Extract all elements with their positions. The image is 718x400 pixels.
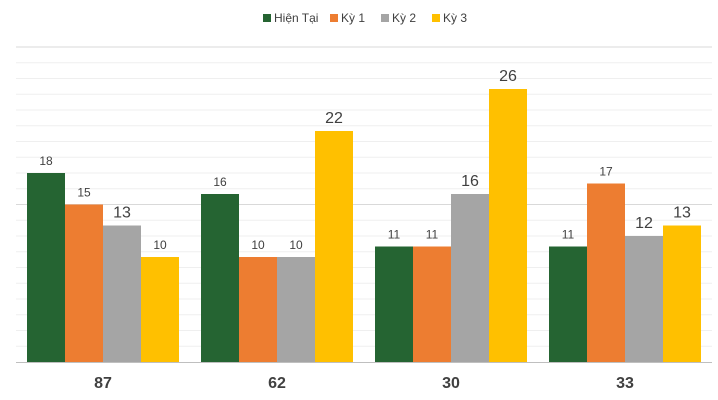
data-labels: 18 15 13 10 16 10 10 22 11 11 16 26 11 17 12 13 (39, 68, 691, 252)
data-label: 10 (153, 238, 167, 252)
bar-30-series-1[interactable] (413, 246, 451, 363)
legend-item[interactable]: Kỳ 1 (330, 11, 365, 25)
bar-87-series-1[interactable] (65, 204, 103, 363)
bar-groups (27, 89, 701, 362)
bar-30-series-2[interactable] (451, 194, 489, 362)
bar-87-series-0[interactable] (27, 173, 65, 362)
bar-33-series-3[interactable] (663, 225, 701, 363)
legend-label: Kỳ 3 (443, 11, 467, 25)
bar-33-series-1[interactable] (587, 183, 625, 363)
data-label: 10 (251, 238, 265, 252)
legend-item[interactable]: Hiện Tại (263, 11, 318, 25)
legend-swatch (263, 14, 271, 22)
data-label: 26 (499, 68, 517, 85)
bar-62-series-3[interactable] (315, 131, 353, 362)
legend-swatch (330, 14, 338, 22)
legend-label: Kỳ 2 (392, 11, 416, 25)
bar-33-series-0[interactable] (549, 246, 587, 363)
data-label: 11 (426, 228, 439, 242)
data-label: 10 (289, 238, 303, 252)
data-label: 16 (461, 173, 479, 190)
bar-62-series-1[interactable] (239, 257, 277, 362)
bar-62-series-2[interactable] (277, 257, 315, 362)
legend-label: Hiện Tại (274, 11, 318, 25)
legend-item[interactable]: Kỳ 3 (432, 11, 467, 25)
data-label: 18 (39, 154, 53, 168)
bar-87-series-3[interactable] (141, 257, 179, 362)
bar-30-series-3[interactable] (489, 89, 527, 362)
data-label: 13 (673, 205, 691, 222)
x-axis: 87 62 30 33 (16, 362, 712, 392)
data-label: 11 (562, 228, 575, 242)
legend-swatch (381, 14, 389, 22)
legend-label: Kỳ 1 (341, 11, 365, 25)
legend[interactable]: Hiện Tại Kỳ 1 Kỳ 2 Kỳ 3 (263, 11, 467, 25)
data-label: 17 (599, 165, 613, 179)
x-tick-label: 33 (616, 375, 634, 392)
data-label: 13 (113, 205, 131, 222)
bar-33-series-2[interactable] (625, 236, 663, 362)
bar-30-series-0[interactable] (375, 246, 413, 363)
data-label: 15 (77, 186, 91, 200)
legend-item[interactable]: Kỳ 2 (381, 11, 416, 25)
data-label: 22 (325, 110, 343, 127)
data-label: 16 (213, 175, 227, 189)
x-tick-label: 30 (442, 375, 460, 392)
data-label: 12 (635, 215, 653, 232)
x-tick-label: 87 (94, 375, 112, 392)
data-label: 11 (388, 228, 401, 242)
legend-swatch (432, 14, 440, 22)
x-tick-label: 62 (268, 375, 286, 392)
bar-62-series-0[interactable] (201, 194, 239, 362)
bar-87-series-2[interactable] (103, 225, 141, 363)
